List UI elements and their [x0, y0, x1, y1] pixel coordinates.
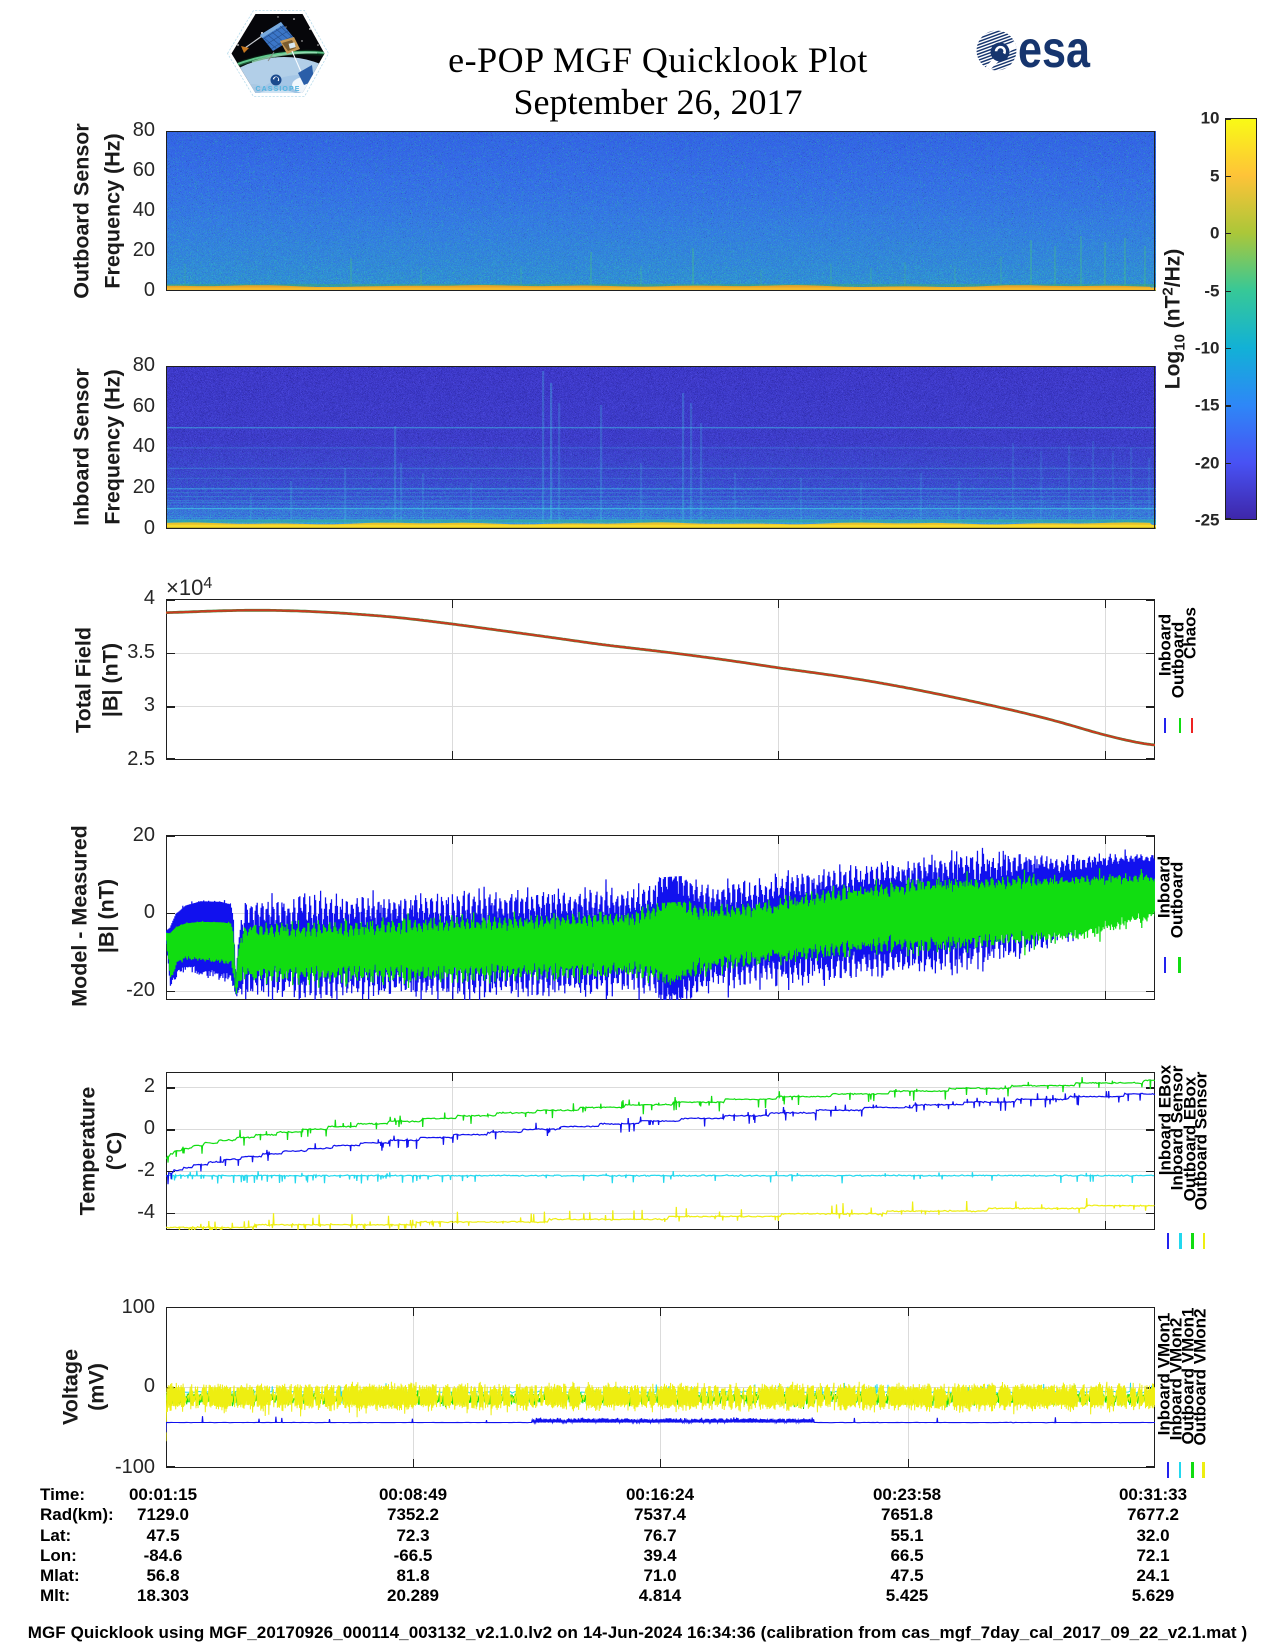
- svg-text:CASSIOPE: CASSIOPE: [256, 86, 301, 93]
- svg-text:esa: esa: [1018, 27, 1091, 75]
